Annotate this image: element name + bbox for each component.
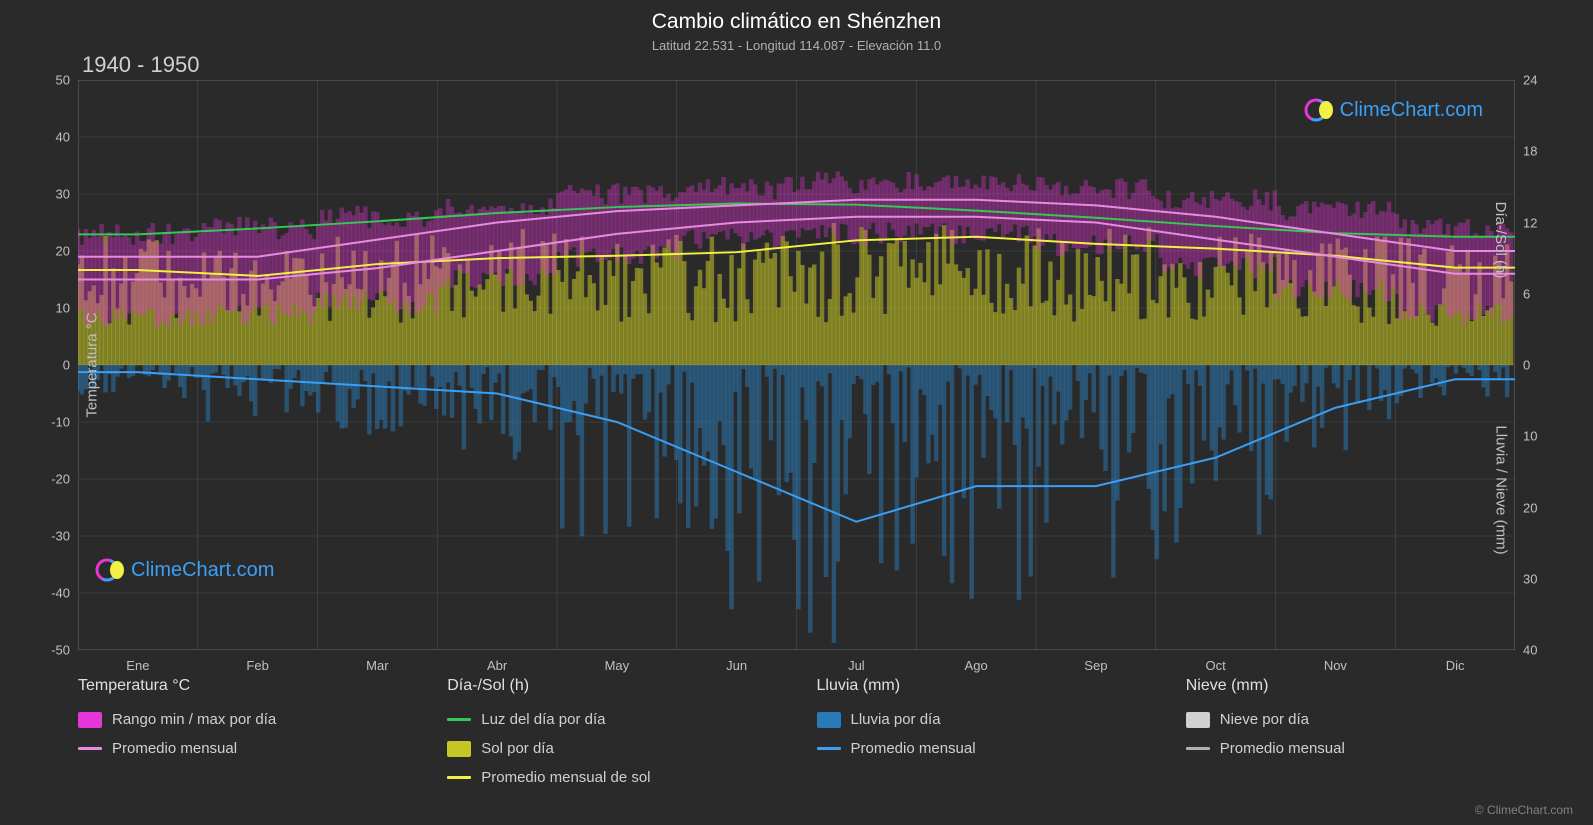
x-tick: Feb — [246, 658, 268, 673]
legend-header: Día-/Sol (h) — [447, 677, 776, 695]
x-tick: Ago — [965, 658, 988, 673]
y-axis-left-label: Temperatura °C — [84, 312, 101, 417]
legend-swatch-icon — [78, 712, 102, 728]
legend-line-icon — [78, 747, 102, 750]
legend-line-icon — [447, 718, 471, 721]
x-tick: Sep — [1084, 658, 1107, 673]
legend-item: Promedio mensual de sol — [447, 769, 776, 786]
legend-item: Sol por día — [447, 740, 776, 757]
y-tick-right: 30 — [1523, 571, 1537, 586]
legend-item: Lluvia por día — [817, 711, 1146, 728]
legend-label: Promedio mensual — [112, 740, 237, 757]
legend-header: Temperatura °C — [78, 677, 407, 695]
legend-swatch-icon — [817, 712, 841, 728]
y-axis-right-bottom-label: Lluvia / Nieve (mm) — [1493, 426, 1510, 555]
legend-label: Nieve por día — [1220, 711, 1309, 728]
legend-label: Promedio mensual — [851, 740, 976, 757]
legend-item: Promedio mensual — [817, 740, 1146, 757]
x-tick: Mar — [366, 658, 388, 673]
legend-line-icon — [817, 747, 841, 750]
y-tick-left: -40 — [51, 586, 70, 601]
legend-label: Sol por día — [481, 740, 554, 757]
y-tick-left: 20 — [56, 244, 70, 259]
plot-area: Temperatura °C Día-/Sol (h) Lluvia / Nie… — [78, 80, 1515, 650]
legend-header: Nieve (mm) — [1186, 677, 1515, 695]
legend-item: Nieve por día — [1186, 711, 1515, 728]
legend-label: Rango min / max por día — [112, 711, 276, 728]
legend-col-sun: Día-/Sol (h) Luz del día por día Sol por … — [447, 677, 776, 807]
legend-label: Promedio mensual — [1220, 740, 1345, 757]
y-tick-right: 40 — [1523, 643, 1537, 658]
y-axis-right-top-label: Día-/Sol (h) — [1493, 201, 1510, 278]
chart-subtitle: Latitud 22.531 - Longitud 114.087 - Elev… — [0, 34, 1593, 53]
legend: Temperatura °C Rango min / max por día Pr… — [78, 677, 1515, 807]
legend-col-temperature: Temperatura °C Rango min / max por día Pr… — [78, 677, 407, 807]
y-tick-left: -20 — [51, 472, 70, 487]
y-tick-left: -50 — [51, 643, 70, 658]
legend-swatch-icon — [447, 741, 471, 757]
y-tick-right: 0 — [1523, 358, 1530, 373]
watermark-text: ClimeChart.com — [131, 559, 274, 582]
watermark-bottom: ClimeChart.com — [95, 555, 274, 585]
watermark-text: ClimeChart.com — [1340, 99, 1483, 122]
x-tick: Ene — [126, 658, 149, 673]
x-tick: Oct — [1206, 658, 1226, 673]
legend-header: Lluvia (mm) — [817, 677, 1146, 695]
legend-col-snow: Nieve (mm) Nieve por día Promedio mensual — [1186, 677, 1515, 807]
climechart-logo-icon — [95, 555, 125, 585]
y-tick-right: 20 — [1523, 500, 1537, 515]
legend-item: Promedio mensual — [78, 740, 407, 757]
x-tick: Jul — [848, 658, 865, 673]
legend-label: Promedio mensual de sol — [481, 769, 650, 786]
x-tick: Jun — [726, 658, 747, 673]
y-tick-left: 10 — [56, 301, 70, 316]
plot-svg — [78, 80, 1515, 650]
y-tick-right: 24 — [1523, 73, 1537, 88]
x-tick: Nov — [1324, 658, 1347, 673]
y-tick-left: 50 — [56, 73, 70, 88]
x-tick: Dic — [1446, 658, 1465, 673]
y-tick-right: 6 — [1523, 286, 1530, 301]
y-tick-left: 0 — [63, 358, 70, 373]
x-tick: May — [605, 658, 630, 673]
legend-col-rain: Lluvia (mm) Lluvia por día Promedio mensu… — [817, 677, 1146, 807]
chart-title: Cambio climático en Shénzhen — [0, 0, 1593, 34]
x-tick: Abr — [487, 658, 507, 673]
y-tick-right: 12 — [1523, 215, 1537, 230]
climate-chart: Cambio climático en Shénzhen Latitud 22.… — [0, 0, 1593, 825]
legend-line-icon — [1186, 747, 1210, 750]
watermark-top: ClimeChart.com — [1304, 95, 1483, 125]
climechart-logo-icon — [1304, 95, 1334, 125]
legend-label: Lluvia por día — [851, 711, 941, 728]
y-tick-left: -10 — [51, 415, 70, 430]
copyright-text: © ClimeChart.com — [1475, 803, 1573, 817]
legend-item: Rango min / max por día — [78, 711, 407, 728]
y-tick-right: 18 — [1523, 144, 1537, 159]
period-label: 1940 - 1950 — [82, 52, 199, 78]
y-tick-left: 40 — [56, 130, 70, 145]
legend-label: Luz del día por día — [481, 711, 605, 728]
y-tick-left: 30 — [56, 187, 70, 202]
legend-line-icon — [447, 776, 471, 779]
y-tick-right: 10 — [1523, 429, 1537, 444]
legend-swatch-icon — [1186, 712, 1210, 728]
legend-item: Luz del día por día — [447, 711, 776, 728]
y-tick-left: -30 — [51, 529, 70, 544]
legend-item: Promedio mensual — [1186, 740, 1515, 757]
